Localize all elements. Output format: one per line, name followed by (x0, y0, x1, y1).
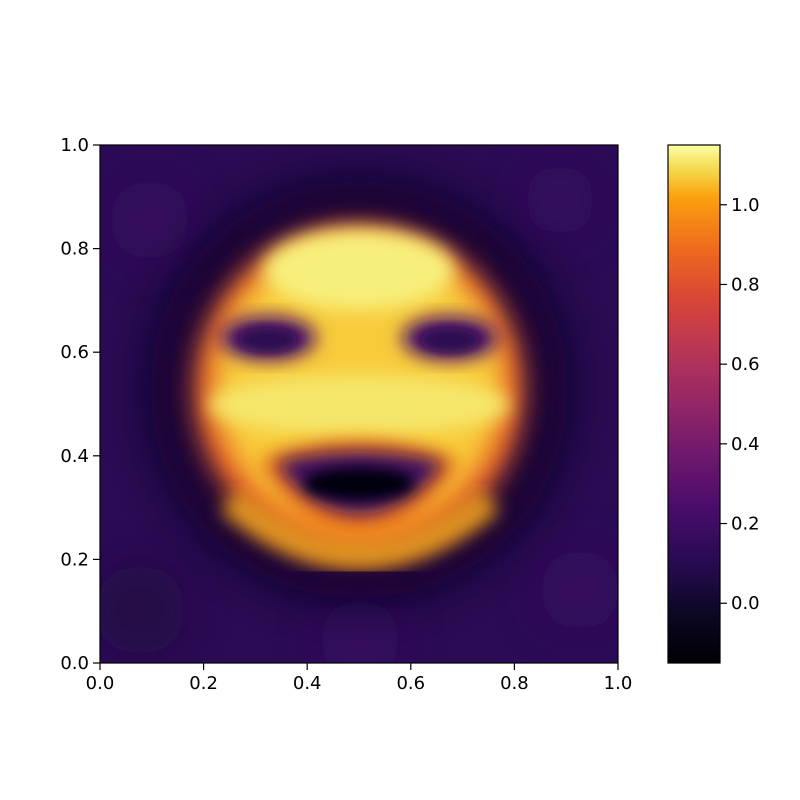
x-axis: 0.0 0.2 0.4 0.6 0.8 1.0 (86, 663, 633, 694)
x-tick-label: 0.4 (293, 673, 322, 694)
colorbar-axis: 0.0 0.2 0.4 0.6 0.8 1.0 (720, 195, 760, 614)
colorbar-tick-label: 0.8 (731, 274, 760, 295)
colorbar (667, 144, 721, 664)
plot-frame (99, 144, 619, 664)
y-axis: 0.0 0.2 0.4 0.6 0.8 1.0 (60, 135, 100, 674)
colorbar-tick-label: 0.6 (731, 354, 760, 375)
colorbar-tick-label: 0.0 (731, 593, 760, 614)
y-tick-label: 0.0 (60, 653, 89, 674)
y-tick-label: 1.0 (60, 135, 89, 156)
y-tick-label: 0.4 (60, 446, 89, 467)
x-tick-label: 0.2 (189, 673, 218, 694)
colorbar-tick-label: 1.0 (731, 195, 760, 216)
colorbar-tick-label: 0.2 (731, 514, 760, 535)
colorbar-tick-label: 0.4 (731, 434, 760, 455)
heatmap-image (100, 145, 618, 663)
x-tick-label: 1.0 (604, 673, 633, 694)
y-tick-label: 0.2 (60, 549, 89, 570)
y-tick-label: 0.8 (60, 239, 89, 260)
x-tick-label: 0.0 (86, 673, 115, 694)
x-tick-label: 0.6 (396, 673, 425, 694)
x-tick-label: 0.8 (500, 673, 529, 694)
y-tick-label: 0.6 (60, 342, 89, 363)
